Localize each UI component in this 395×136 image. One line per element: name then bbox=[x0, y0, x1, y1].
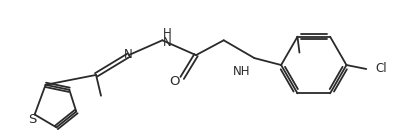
Text: NH: NH bbox=[233, 65, 250, 78]
Text: S: S bbox=[28, 113, 37, 126]
Text: O: O bbox=[169, 75, 179, 88]
Text: H: H bbox=[164, 27, 172, 40]
Text: N: N bbox=[124, 48, 133, 61]
Text: Cl: Cl bbox=[375, 62, 387, 75]
Text: N: N bbox=[164, 36, 172, 49]
